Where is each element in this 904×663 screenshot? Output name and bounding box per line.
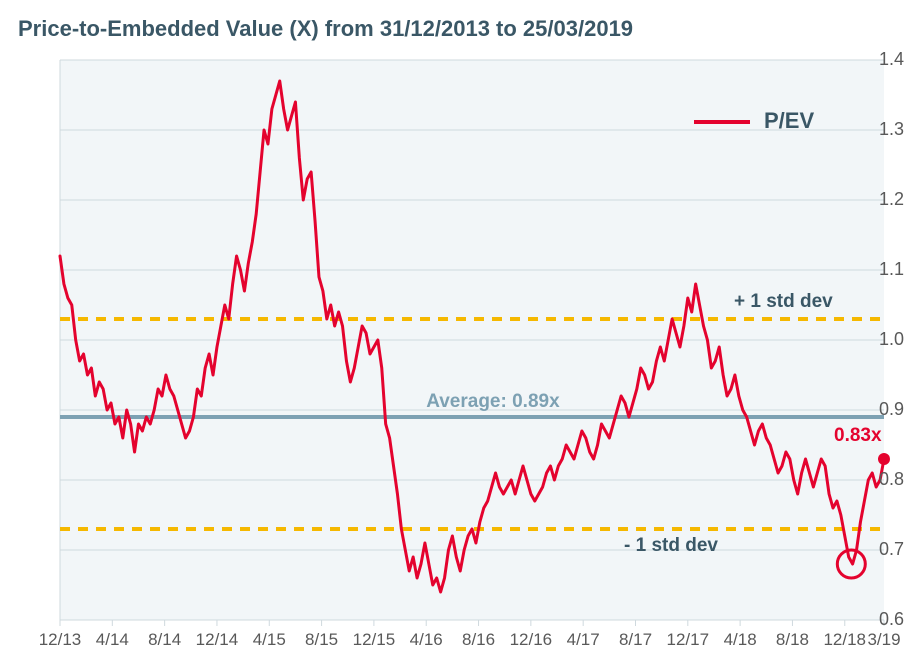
x-tick-label: 4/16 — [400, 630, 452, 650]
x-tick-label: 4/18 — [714, 630, 766, 650]
lower-std-label: - 1 std dev — [624, 535, 718, 557]
chart-container: { "title": "Price-to-Embedded Value (X) … — [0, 0, 904, 663]
y-tick-label: 0.8 — [854, 469, 904, 490]
x-tick-label: 4/17 — [557, 630, 609, 650]
y-tick-label: 1.1 — [854, 259, 904, 280]
y-tick-label: 1.4 — [854, 49, 904, 70]
x-tick-label: 12/15 — [348, 630, 400, 650]
chart-svg — [0, 0, 904, 663]
legend-label: P/EV — [764, 108, 814, 134]
x-tick-label: 8/17 — [609, 630, 661, 650]
x-tick-label: 12/13 — [34, 630, 86, 650]
x-tick-label: 8/18 — [766, 630, 818, 650]
final-value-label: 0.83x — [834, 425, 882, 447]
y-tick-label: 1.2 — [854, 189, 904, 210]
upper-std-label: + 1 std dev — [734, 291, 833, 313]
x-tick-label: 8/15 — [296, 630, 348, 650]
x-tick-label: 8/14 — [139, 630, 191, 650]
y-tick-label: 1.0 — [854, 329, 904, 350]
y-tick-label: 0.9 — [854, 399, 904, 420]
x-tick-label: 4/15 — [243, 630, 295, 650]
x-tick-label: 8/16 — [453, 630, 505, 650]
legend-swatch — [694, 120, 750, 124]
x-tick-label: 12/14 — [191, 630, 243, 650]
x-tick-label: 12/16 — [505, 630, 557, 650]
x-tick-label: 3/19 — [858, 630, 904, 650]
y-tick-label: 0.7 — [854, 539, 904, 560]
average-label: Average: 0.89x — [426, 391, 559, 413]
x-tick-label: 12/17 — [662, 630, 714, 650]
y-tick-label: 1.3 — [854, 119, 904, 140]
x-tick-label: 4/14 — [86, 630, 138, 650]
y-tick-label: 0.6 — [854, 609, 904, 630]
